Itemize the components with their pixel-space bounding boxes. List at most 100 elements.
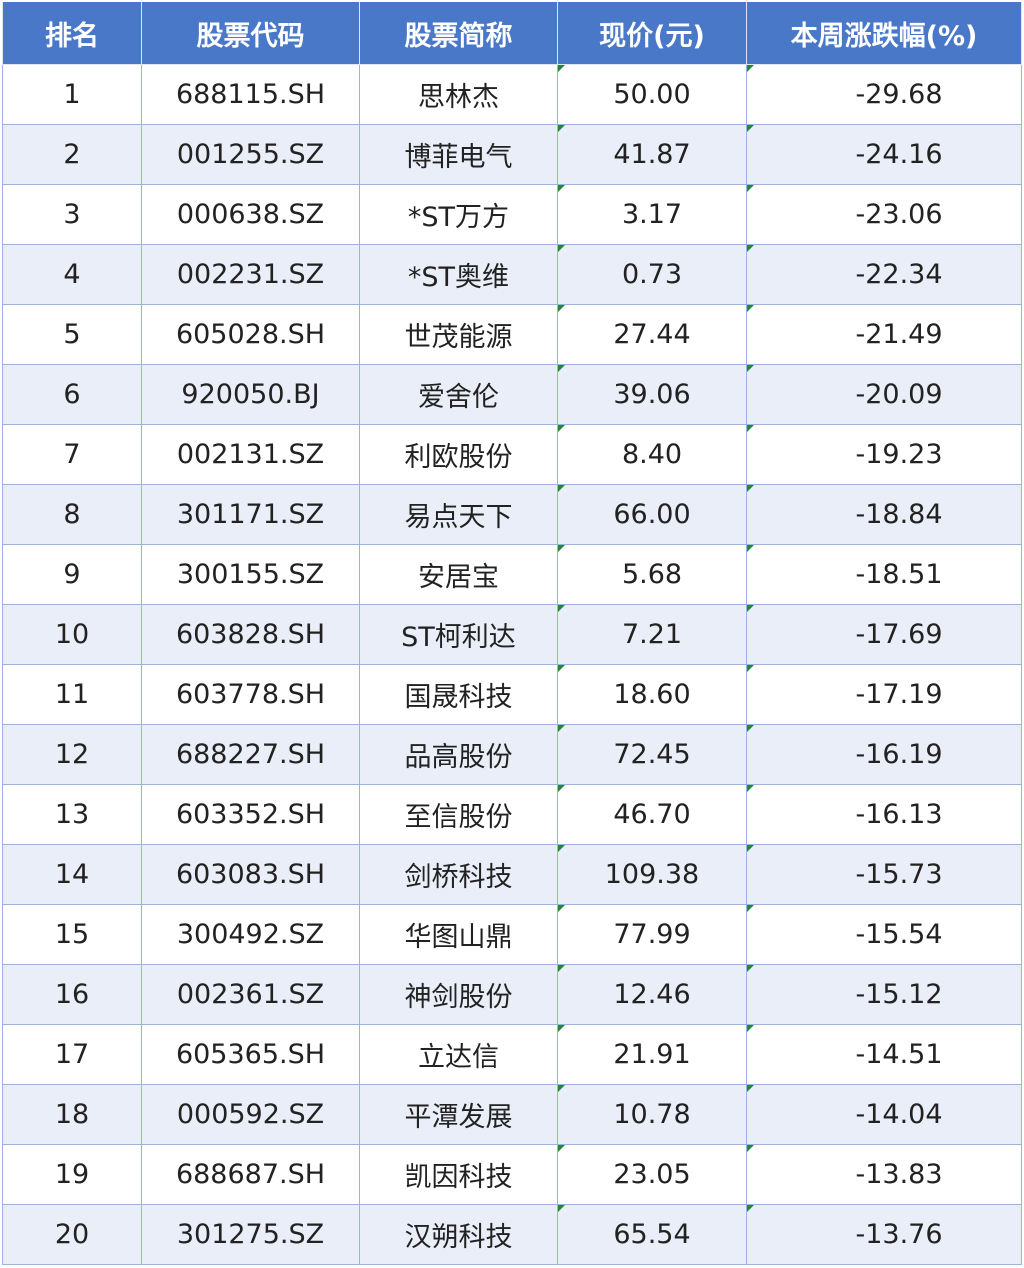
cell-rank: 5 <box>2 304 142 365</box>
cell-price: 5.68 <box>557 544 747 605</box>
cell-weekly-change: -18.51 <box>746 544 1022 605</box>
cell-name: 汉朔科技 <box>359 1204 558 1265</box>
cell-weekly-change: -18.84 <box>746 484 1022 545</box>
cell-weekly-change: -19.23 <box>746 424 1022 485</box>
cell-price: 39.06 <box>557 364 747 425</box>
cell-rank: 14 <box>2 844 142 905</box>
cell-code: 603083.SH <box>141 844 360 905</box>
cell-rank: 13 <box>2 784 142 845</box>
cell-weekly-change: -13.76 <box>746 1204 1022 1265</box>
cell-name: *ST万方 <box>359 184 558 245</box>
cell-code: 300155.SZ <box>141 544 360 605</box>
table-row: 3 000638.SZ *ST万方 3.17 -23.06 <box>2 184 1022 245</box>
cell-name: 博菲电气 <box>359 124 558 185</box>
cell-rank: 17 <box>2 1024 142 1085</box>
cell-rank: 19 <box>2 1144 142 1205</box>
cell-price: 65.54 <box>557 1204 747 1265</box>
cell-price: 23.05 <box>557 1144 747 1205</box>
cell-code: 688687.SH <box>141 1144 360 1205</box>
cell-weekly-change: -15.73 <box>746 844 1022 905</box>
cell-weekly-change: -16.19 <box>746 724 1022 785</box>
cell-code: 688115.SH <box>141 64 360 125</box>
cell-rank: 1 <box>2 64 142 125</box>
cell-code: 603778.SH <box>141 664 360 725</box>
table-row: 10 603828.SH ST柯利达 7.21 -17.69 <box>2 604 1022 665</box>
cell-name: 爱舍伦 <box>359 364 558 425</box>
cell-price: 41.87 <box>557 124 747 185</box>
table-row: 16 002361.SZ 神剑股份 12.46 -15.12 <box>2 964 1022 1025</box>
table-row: 15 300492.SZ 华图山鼎 77.99 -15.54 <box>2 904 1022 965</box>
table-row: 12 688227.SH 品高股份 72.45 -16.19 <box>2 724 1022 785</box>
cell-price: 12.46 <box>557 964 747 1025</box>
cell-code: 001255.SZ <box>141 124 360 185</box>
table-row: 18 000592.SZ 平潭发展 10.78 -14.04 <box>2 1084 1022 1145</box>
cell-rank: 4 <box>2 244 142 305</box>
cell-rank: 6 <box>2 364 142 425</box>
cell-weekly-change: -17.19 <box>746 664 1022 725</box>
cell-name: 安居宝 <box>359 544 558 605</box>
table-row: 9 300155.SZ 安居宝 5.68 -18.51 <box>2 544 1022 605</box>
cell-name: ST柯利达 <box>359 604 558 665</box>
table-row: 4 002231.SZ *ST奥维 0.73 -22.34 <box>2 244 1022 305</box>
cell-name: 平潭发展 <box>359 1084 558 1145</box>
cell-code: 920050.BJ <box>141 364 360 425</box>
table-row: 19 688687.SH 凯因科技 23.05 -13.83 <box>2 1144 1022 1205</box>
cell-weekly-change: -20.09 <box>746 364 1022 425</box>
cell-name: 华图山鼎 <box>359 904 558 965</box>
cell-name: 利欧股份 <box>359 424 558 485</box>
cell-code: 002231.SZ <box>141 244 360 305</box>
cell-price: 3.17 <box>557 184 747 245</box>
cell-weekly-change: -22.34 <box>746 244 1022 305</box>
cell-rank: 7 <box>2 424 142 485</box>
cell-code: 688227.SH <box>141 724 360 785</box>
cell-weekly-change: -14.51 <box>746 1024 1022 1085</box>
cell-code: 300492.SZ <box>141 904 360 965</box>
table-row: 2 001255.SZ 博菲电气 41.87 -24.16 <box>2 124 1022 185</box>
table-row: 5 605028.SH 世茂能源 27.44 -21.49 <box>2 304 1022 365</box>
table-row: 7 002131.SZ 利欧股份 8.40 -19.23 <box>2 424 1022 485</box>
cell-code: 605028.SH <box>141 304 360 365</box>
cell-rank: 18 <box>2 1084 142 1145</box>
table-row: 8 301171.SZ 易点天下 66.00 -18.84 <box>2 484 1022 545</box>
cell-price: 50.00 <box>557 64 747 125</box>
cell-rank: 8 <box>2 484 142 545</box>
cell-name: 思林杰 <box>359 64 558 125</box>
cell-price: 21.91 <box>557 1024 747 1085</box>
cell-name: 神剑股份 <box>359 964 558 1025</box>
table-row: 11 603778.SH 国晟科技 18.60 -17.19 <box>2 664 1022 725</box>
column-header-code: 股票代码 <box>141 2 360 65</box>
cell-code: 002131.SZ <box>141 424 360 485</box>
cell-weekly-change: -16.13 <box>746 784 1022 845</box>
cell-rank: 9 <box>2 544 142 605</box>
cell-code: 000638.SZ <box>141 184 360 245</box>
cell-name: 易点天下 <box>359 484 558 545</box>
column-header-weekly-change: 本周涨跌幅(%) <box>746 2 1022 65</box>
table-row: 17 605365.SH 立达信 21.91 -14.51 <box>2 1024 1022 1085</box>
cell-weekly-change: -15.54 <box>746 904 1022 965</box>
cell-rank: 10 <box>2 604 142 665</box>
cell-price: 66.00 <box>557 484 747 545</box>
cell-price: 27.44 <box>557 304 747 365</box>
table-row: 1 688115.SH 思林杰 50.00 -29.68 <box>2 64 1022 125</box>
column-header-rank: 排名 <box>2 2 142 65</box>
cell-rank: 2 <box>2 124 142 185</box>
cell-name: 剑桥科技 <box>359 844 558 905</box>
cell-name: 国晟科技 <box>359 664 558 725</box>
cell-code: 603828.SH <box>141 604 360 665</box>
table-row: 14 603083.SH 剑桥科技 109.38 -15.73 <box>2 844 1022 905</box>
cell-code: 301275.SZ <box>141 1204 360 1265</box>
cell-code: 603352.SH <box>141 784 360 845</box>
cell-name: 凯因科技 <box>359 1144 558 1205</box>
cell-name: 至信股份 <box>359 784 558 845</box>
cell-name: 世茂能源 <box>359 304 558 365</box>
cell-code: 301171.SZ <box>141 484 360 545</box>
cell-weekly-change: -14.04 <box>746 1084 1022 1145</box>
cell-price: 8.40 <box>557 424 747 485</box>
cell-price: 72.45 <box>557 724 747 785</box>
cell-code: 002361.SZ <box>141 964 360 1025</box>
cell-rank: 15 <box>2 904 142 965</box>
header-row: 排名 股票代码 股票简称 现价(元) 本周涨跌幅(%) <box>2 2 1022 65</box>
cell-rank: 20 <box>2 1204 142 1265</box>
cell-price: 0.73 <box>557 244 747 305</box>
